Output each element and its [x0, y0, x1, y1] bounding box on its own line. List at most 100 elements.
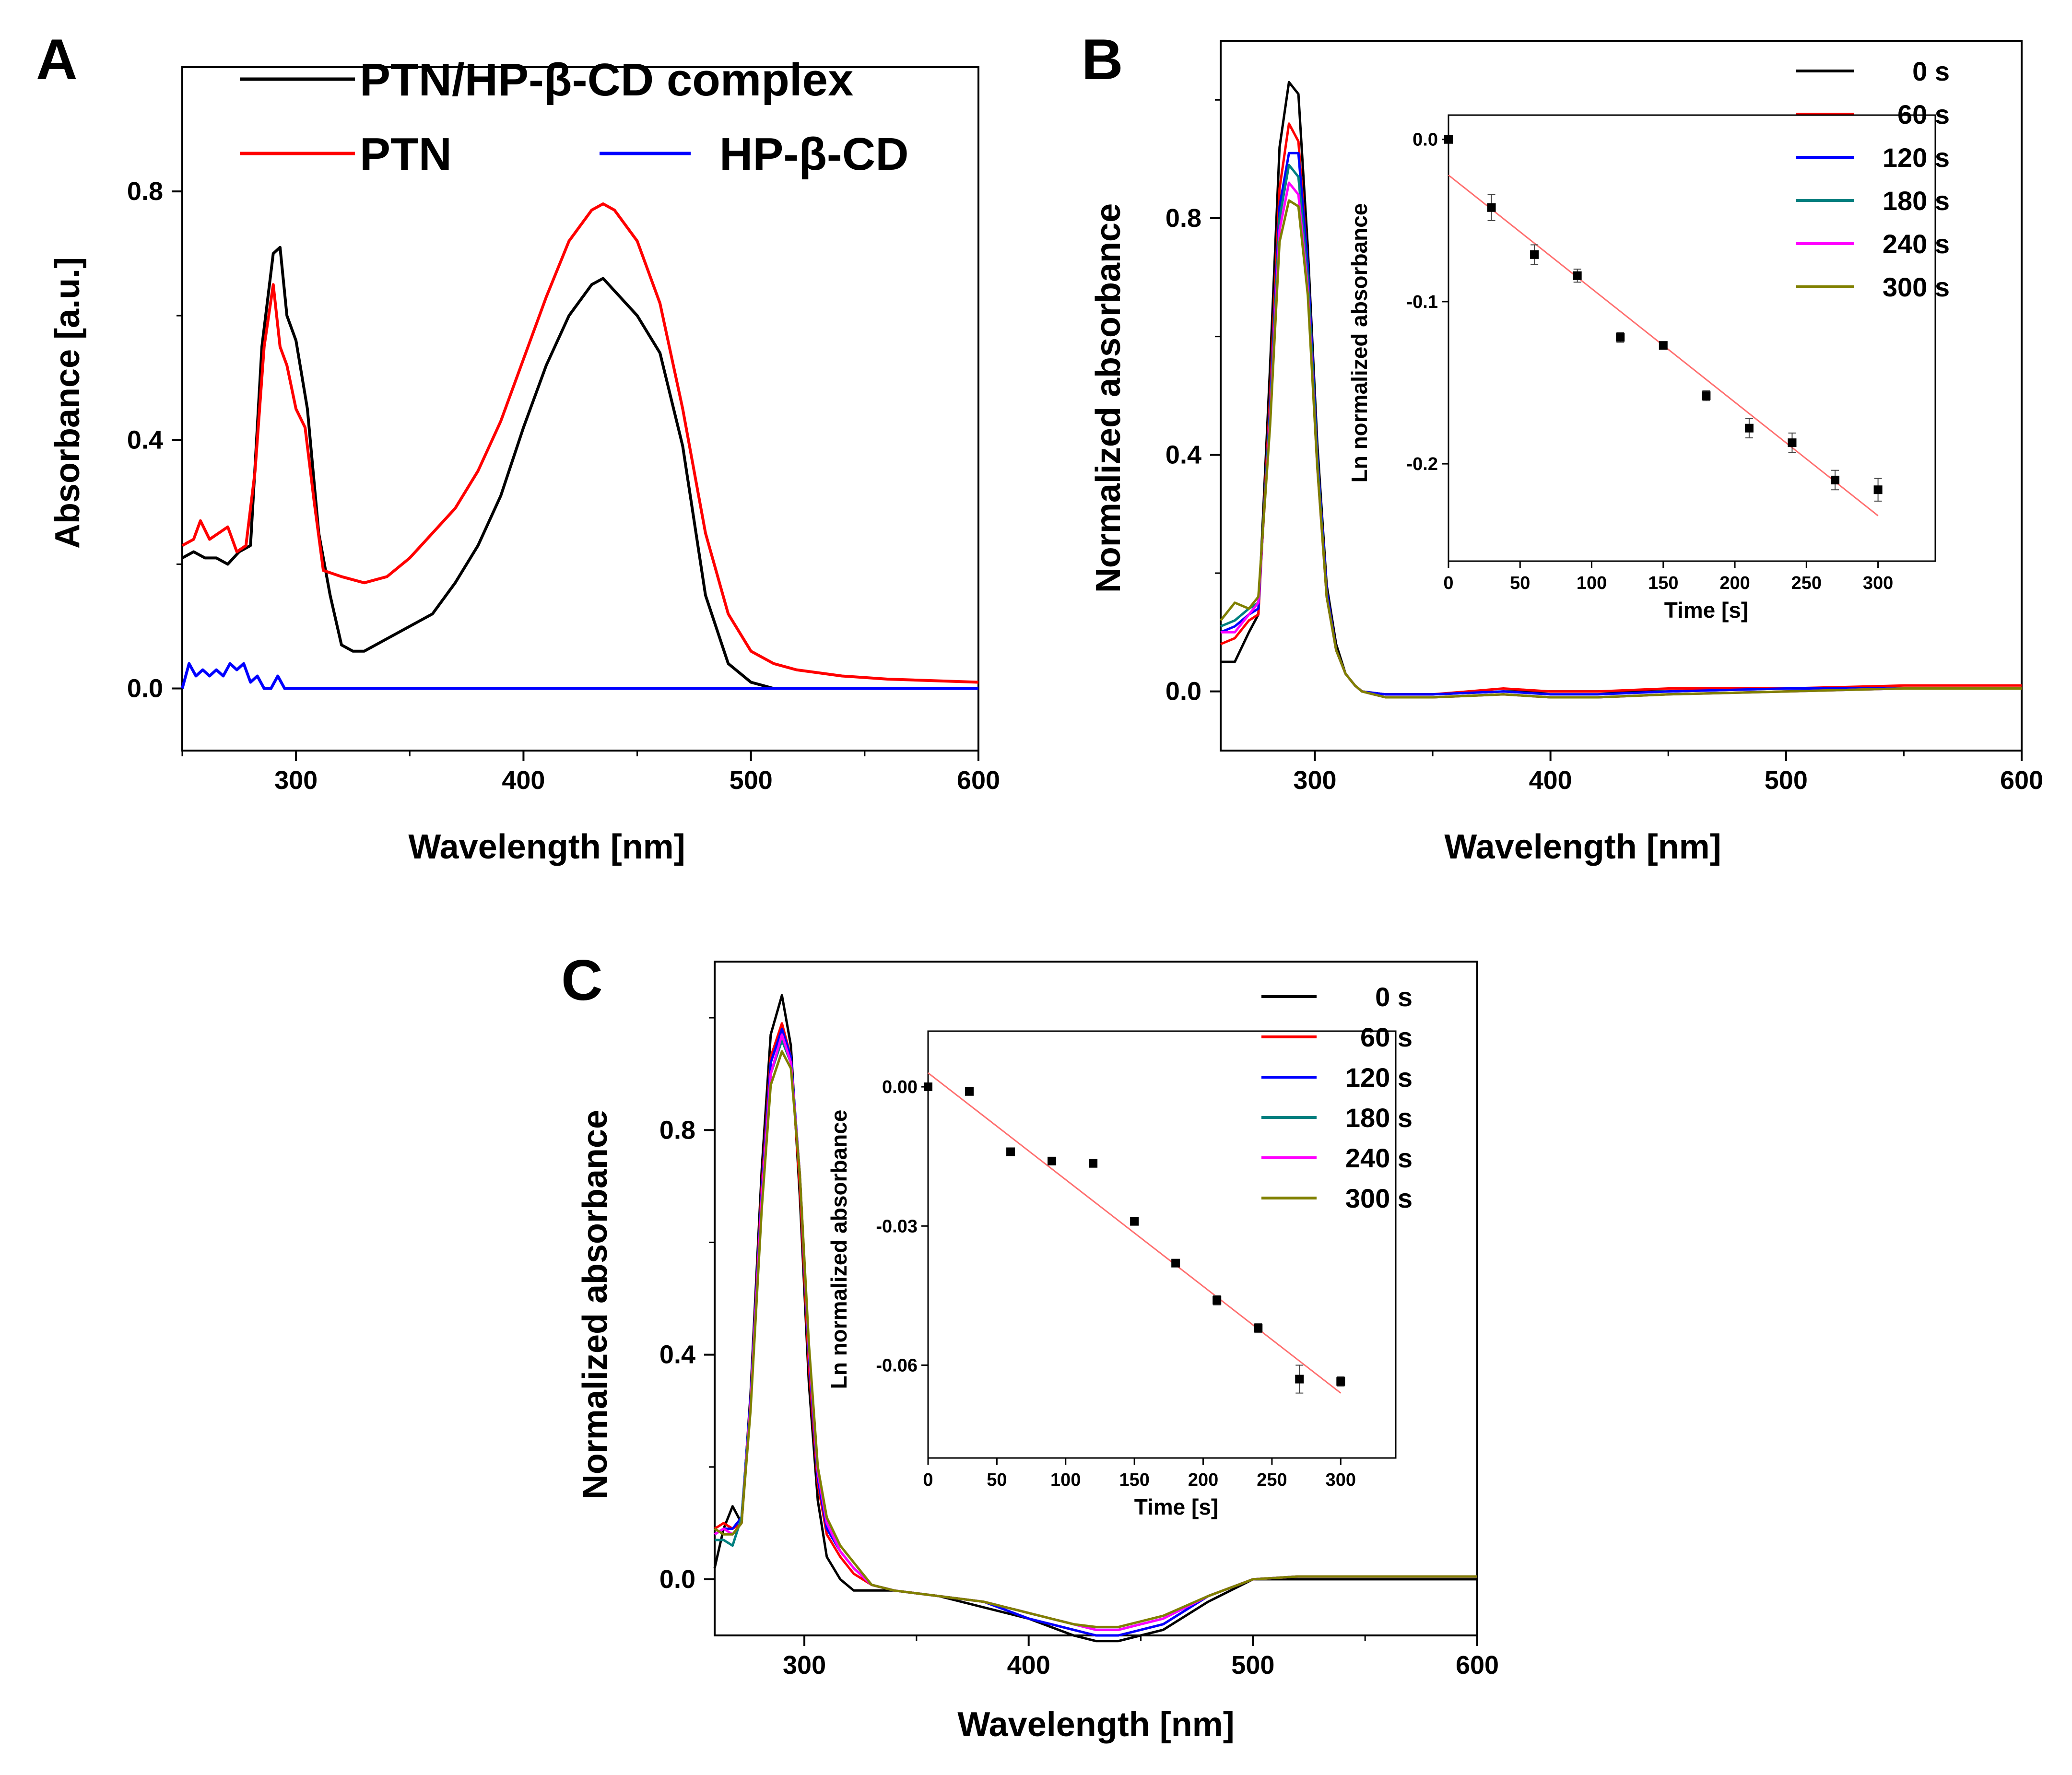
- legend-label: PTN/HP-β-CD complex: [360, 54, 853, 106]
- inset-x-tick-label: 250: [1257, 1470, 1287, 1490]
- panel-letter: B: [1082, 27, 1123, 92]
- inset-data-point: [1213, 1296, 1222, 1305]
- legend-label: 180 s: [1883, 186, 1950, 216]
- inset-x-tick-label: 200: [1719, 573, 1750, 593]
- x-tick-label: 600: [2000, 766, 2043, 795]
- y-tick-label: 0.0: [659, 1565, 695, 1594]
- inset-data-point: [1702, 391, 1711, 400]
- inset-x-axis-title: Time [s]: [1664, 598, 1749, 623]
- inset-y-tick-label: 0.0: [1413, 130, 1438, 150]
- inset-x-tick-label: 100: [1577, 573, 1607, 593]
- inset-y-axis-title: Ln normalized absorbance: [826, 1110, 851, 1389]
- series-line-hp-cd: [181, 662, 978, 690]
- inset-y-axis-title: Ln normalized absorbance: [1347, 203, 1372, 483]
- panel-a: 300 400 500 600 0.0 0.4 0.8 Wavelength [nm] Abso…: [36, 27, 1000, 866]
- inset-data-point: [1573, 271, 1582, 280]
- y-tick-label: 0.4: [1166, 440, 1201, 469]
- inset-x-tick-label: 0: [923, 1470, 933, 1490]
- panel-letter: C: [561, 948, 603, 1012]
- legend-label: HP-β-CD: [719, 129, 909, 180]
- x-tick-label: 400: [502, 766, 545, 795]
- inset-data-point: [1006, 1147, 1015, 1156]
- x-tick-label: 600: [1456, 1651, 1499, 1680]
- inset-data-point: [1659, 341, 1668, 350]
- y-tick-label: 0.4: [127, 425, 163, 454]
- x-tick-label: 500: [1765, 766, 1808, 795]
- inset-x-tick-label: 150: [1648, 573, 1678, 593]
- inset-x-tick-label: 300: [1326, 1470, 1356, 1490]
- inset-x-tick-label: 0: [1443, 573, 1453, 593]
- inset-y-tick-label: 0.00: [882, 1077, 918, 1097]
- inset-y-tick-label: -0.1: [1407, 292, 1438, 312]
- y-tick-label: 0.8: [127, 177, 163, 206]
- x-tick-label: 500: [730, 766, 773, 795]
- legend-label: 240 s: [1883, 229, 1950, 259]
- inset-fit-line: [928, 1072, 1342, 1394]
- series-line-ptn: [181, 202, 979, 684]
- series-line-300-s: [714, 1050, 1477, 1628]
- x-tick-label: 500: [1231, 1651, 1274, 1680]
- inset-data-point: [965, 1087, 974, 1096]
- y-tick-label: 0.0: [1166, 677, 1201, 706]
- inset-data-point: [1530, 250, 1539, 259]
- inset-data-point: [1744, 423, 1754, 433]
- inset-frame: [1448, 114, 1936, 562]
- inset-data-point: [1048, 1156, 1057, 1165]
- inset-x-tick-label: 100: [1050, 1470, 1081, 1490]
- inset-x-tick-label: 50: [1510, 573, 1530, 593]
- panel-letter: A: [36, 27, 78, 92]
- inset-data-point: [1254, 1324, 1263, 1333]
- inset-frame: [927, 1030, 1397, 1459]
- y-tick-label: 0.8: [659, 1116, 695, 1144]
- series-line-300-s: [1220, 199, 2022, 699]
- inset-x-axis-title: Time [s]: [1134, 1494, 1219, 1519]
- x-axis-title: Wavelength [nm]: [408, 828, 685, 866]
- legend-label: 180 s: [1345, 1103, 1413, 1133]
- inset-x-tick-label: 300: [1863, 573, 1893, 593]
- inset-x-tick-label: 150: [1119, 1470, 1149, 1490]
- x-axis-title: Wavelength [nm]: [1444, 828, 1721, 866]
- inset-data-point: [1171, 1258, 1180, 1268]
- y-tick-label: 0.4: [659, 1340, 695, 1369]
- y-axis-title: Normalized absorbance: [1089, 203, 1128, 593]
- x-tick-label: 300: [274, 766, 318, 795]
- inset-data-point: [1788, 438, 1797, 447]
- inset-y-tick-label: -0.06: [876, 1356, 918, 1376]
- y-tick-label: 0.8: [1166, 204, 1201, 233]
- inset-data-point: [1487, 203, 1496, 212]
- legend-label: 300 s: [1345, 1183, 1413, 1213]
- inset-data-point: [1616, 333, 1625, 342]
- inset-y-tick-label: -0.03: [876, 1216, 918, 1236]
- y-axis-title: Absorbance [a.u.]: [48, 257, 87, 549]
- y-axis-title: Normalized absorbance: [576, 1110, 614, 1499]
- legend-label: 0 s: [1912, 56, 1950, 86]
- legend-label: 300 s: [1883, 272, 1950, 302]
- legend-label: PTN: [360, 129, 452, 180]
- inset-data-point: [1295, 1375, 1304, 1384]
- inset-y-tick-label: -0.2: [1407, 454, 1438, 474]
- series-line-240-s: [1221, 181, 2022, 699]
- inset-data-point: [1089, 1159, 1098, 1168]
- legend-label: 120 s: [1345, 1062, 1413, 1093]
- inset-data-point: [1336, 1377, 1345, 1386]
- x-tick-label: 300: [1293, 766, 1336, 795]
- legend-label: 60 s: [1360, 1022, 1413, 1052]
- inset-data-point: [924, 1082, 932, 1092]
- series-line-0-s: [1221, 81, 2022, 696]
- inset-data-point: [1444, 135, 1453, 144]
- legend-label: 240 s: [1345, 1143, 1413, 1173]
- series-line-ptn-hp-cd-complex: [181, 246, 978, 690]
- legend-label: 0 s: [1375, 982, 1413, 1012]
- x-axis-title: Wavelength [nm]: [957, 1705, 1234, 1744]
- inset-x-tick-label: 250: [1791, 573, 1822, 593]
- inset-data-point: [1873, 485, 1883, 494]
- x-tick-label: 400: [1007, 1651, 1050, 1680]
- plot-frame: [1220, 40, 2023, 752]
- inset-x-tick-label: 200: [1188, 1470, 1218, 1490]
- inset-x-tick-label: 50: [987, 1470, 1007, 1490]
- x-tick-label: 400: [1529, 766, 1572, 795]
- legend-label: 120 s: [1883, 142, 1950, 173]
- plot-frame: [181, 66, 979, 752]
